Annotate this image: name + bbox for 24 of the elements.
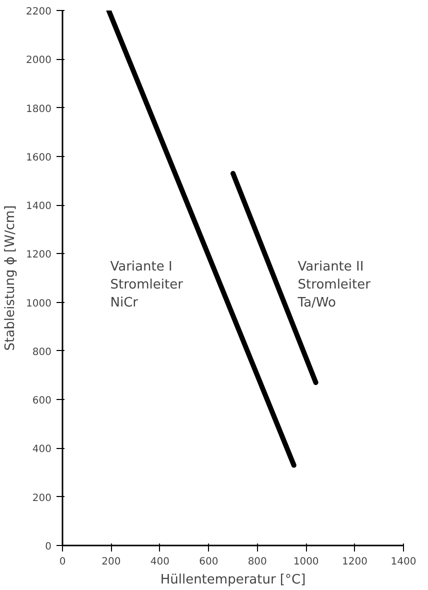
- x-tick-label: 0: [59, 556, 66, 568]
- x-tick-label: 200: [102, 556, 121, 568]
- y-tick-label: 1200: [26, 250, 52, 261]
- y-tick-label: 200: [32, 492, 52, 504]
- x-tick-label: 1000: [293, 556, 319, 568]
- y-tick-label: 800: [32, 346, 52, 358]
- y-tick-label: 1600: [26, 152, 52, 164]
- y-tick-label: 1400: [26, 201, 52, 212]
- x-tick-label: 1400: [390, 556, 416, 568]
- x-axis-title: Hüllentemperatur [°C]: [160, 572, 306, 588]
- y-tick-label: 1800: [26, 104, 52, 115]
- annotation: Variante II Stromleiter Ta/Wo: [296, 259, 372, 310]
- x-tick-label: 600: [199, 556, 218, 568]
- y-tick-label: 2000: [26, 55, 52, 66]
- y-tick-label: 400: [32, 444, 52, 456]
- y-tick-label: 1000: [26, 298, 52, 310]
- x-tick-label: 800: [248, 556, 267, 568]
- x-tick-label: 400: [150, 556, 170, 568]
- y-tick-label: 0: [45, 542, 52, 552]
- annotation: Variante I Stromleiter NiCr: [110, 259, 184, 310]
- y-tick-label: 600: [32, 396, 52, 407]
- y-axis-title: Stableistung ϕ [W/cm]: [3, 205, 18, 351]
- y-tick-label: 2200: [26, 6, 52, 18]
- x-tick-label: 1200: [342, 556, 368, 568]
